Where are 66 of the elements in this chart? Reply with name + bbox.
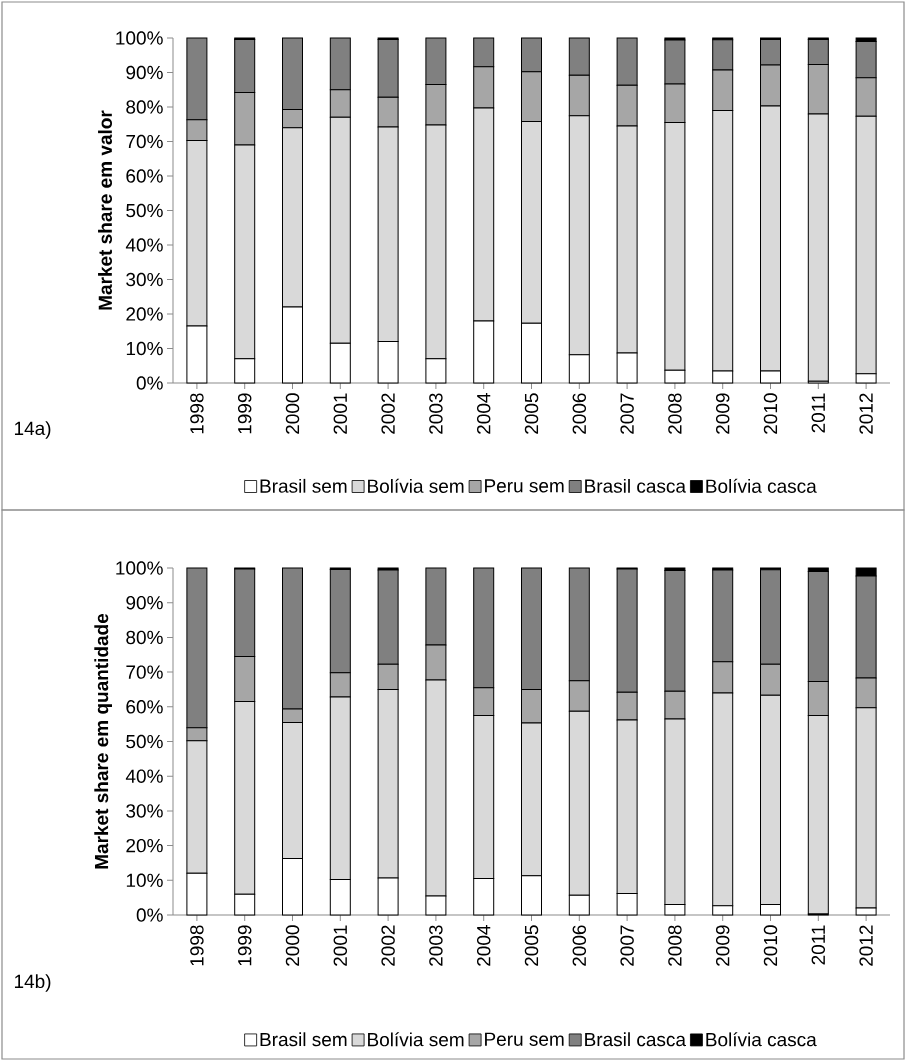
- x-tick-label: 2001: [333, 393, 348, 434]
- y-tick-label: 80%: [126, 100, 163, 114]
- y-tick-label: 90%: [126, 595, 163, 610]
- x-tick-label: 2002: [381, 393, 395, 434]
- x-tick-label: 1998: [190, 393, 204, 434]
- y-tick-label: 90%: [126, 65, 163, 80]
- x-tick-label: 2005: [524, 393, 539, 434]
- x-tick-label: 2003: [429, 925, 443, 966]
- text: 14b): [14, 974, 51, 992]
- legend-label: Brasil sem: [260, 478, 347, 493]
- legend-label: Brasil casca: [585, 1032, 687, 1047]
- legend-label: Bolívia sem: [368, 1032, 464, 1047]
- x-tick-label: 2008: [668, 925, 682, 966]
- legend-label: Bolívia casca: [706, 1032, 817, 1047]
- x-tick-label: 2010: [763, 925, 778, 966]
- x-tick-label: 2012: [859, 393, 873, 434]
- x-tick-label: 2007: [620, 925, 634, 966]
- y-axis-title: Market share em valor: [98, 110, 113, 310]
- x-tick-label: 1999: [237, 393, 252, 434]
- y-tick-label: 70%: [126, 134, 163, 149]
- y-tick-label: 60%: [126, 700, 163, 714]
- y-tick-label: 20%: [126, 307, 163, 321]
- x-tick-label: 2010: [763, 393, 778, 434]
- x-tick-label: 2003: [429, 393, 443, 434]
- y-tick-label: 100%: [116, 561, 163, 575]
- y-tick-label: 20%: [126, 838, 163, 853]
- x-tick-label: 2004: [476, 393, 491, 434]
- x-tick-label: 1998: [190, 925, 204, 966]
- y-tick-label: 40%: [125, 769, 163, 783]
- x-tick-label: 2000: [285, 393, 300, 434]
- y-tick-label: 10%: [126, 341, 163, 356]
- y-tick-label: 40%: [125, 238, 163, 252]
- legend-label: Peru sem: [485, 479, 564, 493]
- y-tick-label: 60%: [126, 169, 163, 183]
- y-tick-label: 10%: [126, 873, 163, 888]
- x-tick-label: 2011: [811, 925, 826, 965]
- x-tick-label: 2002: [381, 925, 395, 966]
- legend-label: Brasil casca: [585, 478, 687, 493]
- y-tick-label: 30%: [126, 272, 163, 287]
- x-tick-label: 2000: [285, 925, 300, 966]
- x-tick-label: 2005: [524, 925, 539, 966]
- legend-label: Brasil sem: [260, 1032, 347, 1047]
- y-axis-title: Market share em quantidade: [94, 613, 112, 869]
- legend-label: Bolívia sem: [368, 478, 464, 493]
- x-tick-label: 2009: [715, 925, 730, 966]
- x-tick-label: 2007: [620, 393, 634, 434]
- y-tick-label: 80%: [126, 630, 163, 645]
- legend-label: Bolívia casca: [706, 478, 817, 493]
- x-tick-label: 2011: [811, 393, 826, 433]
- legend-label: Peru sem: [485, 1032, 564, 1046]
- x-tick-label: 2004: [476, 925, 491, 966]
- x-tick-label: 2006: [572, 393, 587, 434]
- x-tick-label: 2009: [715, 393, 730, 434]
- text: 14a): [14, 421, 51, 439]
- x-tick-label: 1999: [237, 925, 252, 966]
- x-tick-label: 2012: [859, 925, 873, 966]
- y-tick-label: 0%: [136, 376, 163, 390]
- y-tick-label: 50%: [126, 734, 163, 749]
- y-tick-label: 70%: [126, 665, 163, 679]
- y-tick-label: 0%: [136, 908, 163, 922]
- x-tick-label: 2006: [572, 925, 587, 966]
- y-tick-label: 100%: [116, 31, 163, 45]
- y-tick-label: 30%: [126, 804, 163, 818]
- x-tick-label: 2008: [668, 393, 682, 434]
- x-tick-label: 2001: [333, 925, 348, 966]
- y-tick-label: 50%: [126, 203, 163, 218]
